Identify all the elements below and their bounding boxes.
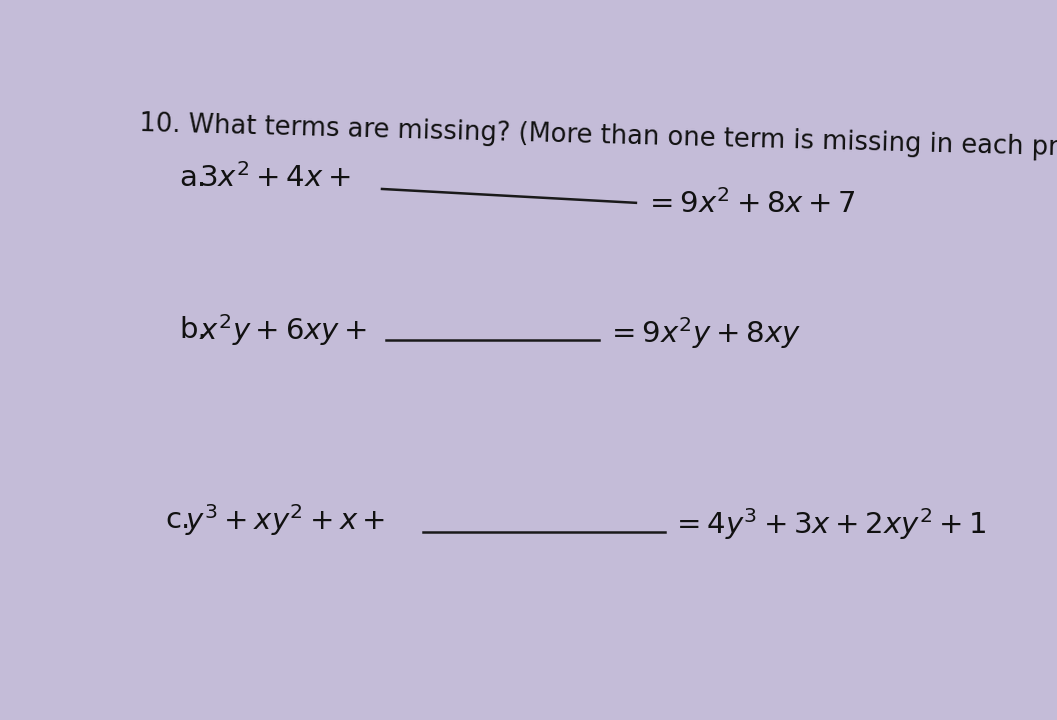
Text: a.: a.: [180, 164, 207, 192]
Text: 10. What terms are missing? (More than one term is missing in each problem).: 10. What terms are missing? (More than o…: [138, 112, 1057, 164]
Text: $x^2y + 6xy +$: $x^2y + 6xy +$: [200, 312, 368, 348]
Text: $y^3 + xy^2 + x +$: $y^3 + xy^2 + x +$: [185, 502, 385, 538]
Text: $3x^2 + 4x +$: $3x^2 + 4x +$: [200, 163, 351, 193]
Text: b.: b.: [180, 316, 207, 344]
Text: $= 9x^2 + 8x + 7$: $= 9x^2 + 8x + 7$: [644, 189, 856, 219]
Text: $= 9x^2y + 8xy$: $= 9x^2y + 8xy$: [606, 315, 800, 351]
Text: c.: c.: [165, 506, 190, 534]
Text: $= 4y^3 + 3x + 2xy^2 + 1$: $= 4y^3 + 3x + 2xy^2 + 1$: [671, 506, 987, 542]
